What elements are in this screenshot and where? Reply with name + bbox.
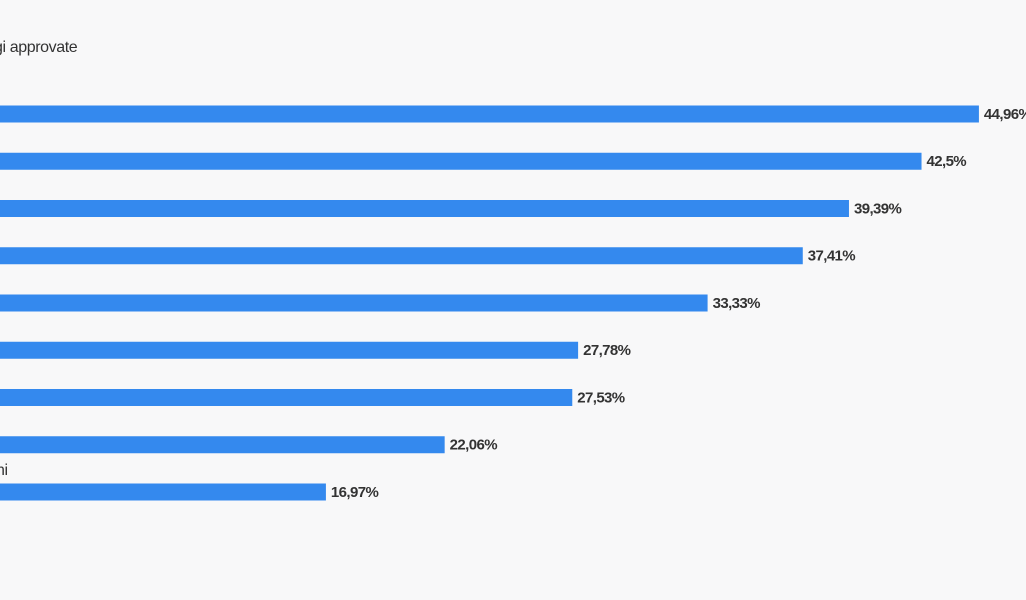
bar <box>0 200 849 217</box>
category-label: ni <box>0 462 8 479</box>
value-label: 33,33% <box>713 295 761 312</box>
chart-title: gi approvate <box>0 39 78 56</box>
value-label: 27,78% <box>583 342 631 359</box>
value-label: 39,39% <box>854 200 902 217</box>
value-label: 16,97% <box>331 484 379 501</box>
bar <box>0 436 445 454</box>
bar <box>0 389 573 406</box>
value-label: 27,53% <box>577 389 625 406</box>
bar <box>0 247 803 265</box>
value-label: 42,5% <box>927 153 967 170</box>
bar <box>0 152 922 170</box>
value-label: 37,41% <box>808 248 856 265</box>
value-label: 44,96% <box>984 106 1026 123</box>
bar <box>0 294 708 312</box>
bar <box>0 341 579 359</box>
bar <box>0 105 979 123</box>
bar <box>0 483 326 501</box>
value-label: 22,06% <box>450 437 498 454</box>
